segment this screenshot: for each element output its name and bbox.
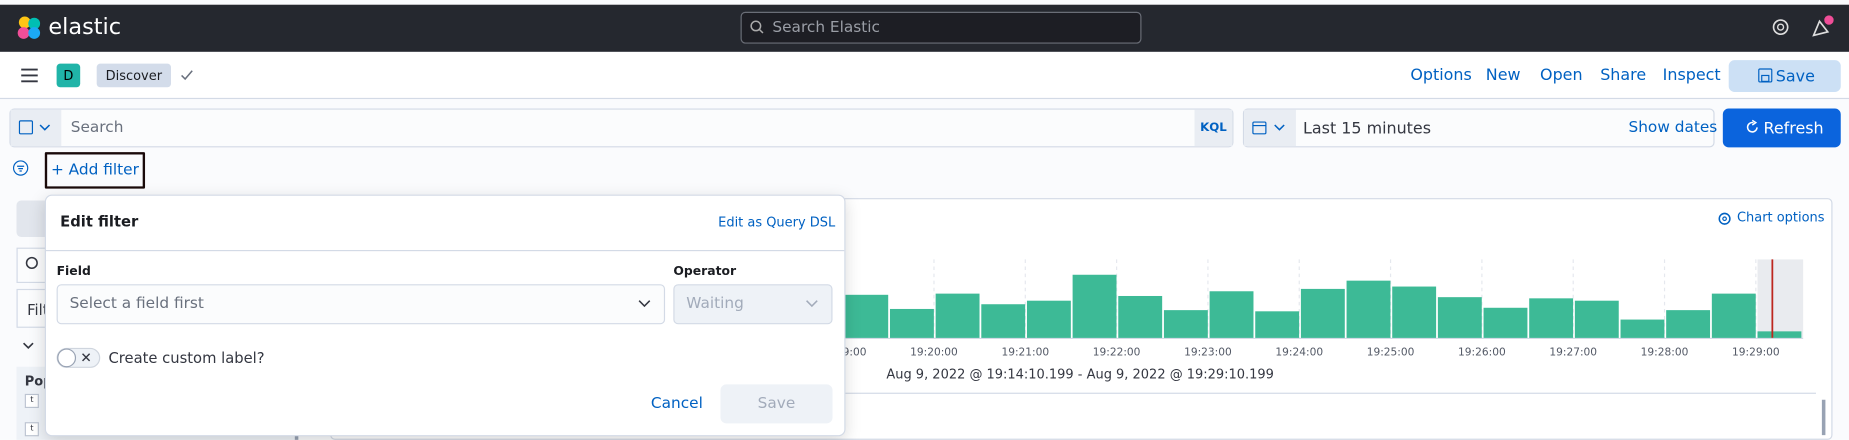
bar: [1757, 331, 1802, 339]
divider: [45, 249, 845, 252]
field-select[interactable]: Select a field first: [56, 284, 666, 325]
menu-icon[interactable]: [21, 68, 38, 83]
bar: [1529, 298, 1574, 339]
check-icon: [181, 70, 193, 81]
space-avatar[interactable]: D: [56, 63, 81, 88]
query-input[interactable]: [9, 108, 1234, 148]
chart-options[interactable]: Chart options: [1736, 209, 1825, 226]
bar: [1574, 300, 1619, 339]
operator-select: Waiting: [673, 284, 833, 325]
search-icon: [25, 256, 38, 270]
cancel-button[interactable]: Cancel: [650, 395, 703, 413]
popover-title: Edit filter: [60, 212, 139, 230]
nav-link[interactable]: New: [1485, 66, 1521, 85]
x-tick-label: 19:29:00: [1732, 346, 1780, 359]
popover-save-button: Save: [720, 384, 833, 424]
x-tick-label: 19:28:00: [1641, 346, 1689, 359]
time-range[interactable]: Last 15 minutes: [1303, 119, 1432, 138]
refresh-icon: [1746, 119, 1758, 133]
query-placeholder: Search: [70, 119, 124, 137]
app-bar: [0, 51, 1849, 100]
bar: [981, 304, 1026, 339]
divider: [341, 392, 1816, 394]
table-scrollbar: [1821, 399, 1826, 436]
bar: [889, 308, 934, 339]
save-icon: [1758, 68, 1773, 83]
bar: [1072, 274, 1117, 339]
x-tick-label: 19:22:00: [1093, 346, 1141, 359]
logo: [17, 16, 41, 39]
custom-label-text: Create custom label?: [108, 349, 265, 367]
x-tick-label: 19:23:00: [1184, 346, 1232, 359]
time-range-label: Aug 9, 2022 @ 19:14:10.199 - Aug 9, 2022…: [886, 366, 1274, 383]
filter-icon[interactable]: [12, 160, 29, 176]
gear-icon: [1718, 212, 1731, 225]
breadcrumb[interactable]: Discover: [96, 63, 171, 88]
bar: [1437, 297, 1482, 339]
bar: [1711, 293, 1756, 339]
nav-link[interactable]: Inspect: [1662, 66, 1721, 85]
global-search[interactable]: [740, 11, 1142, 44]
x-tick-label: 19:24:00: [1275, 346, 1323, 359]
brand: elastic: [48, 14, 122, 41]
calendar-icon: [1252, 121, 1285, 135]
current-bucket-shade: [1757, 259, 1804, 339]
bar: [1118, 295, 1163, 339]
save-button[interactable]: Save: [1728, 60, 1841, 92]
bar: [1026, 300, 1071, 339]
edit-query-dsl[interactable]: Edit as Query DSL: [718, 214, 836, 230]
global-search-placeholder: Search Elastic: [772, 18, 880, 37]
custom-label-toggle[interactable]: [56, 347, 101, 368]
search-icon: [750, 20, 764, 34]
news-icon[interactable]: [1811, 15, 1835, 38]
x-tick-label: 19:25:00: [1367, 346, 1415, 359]
chevron: [638, 300, 651, 308]
bar: [935, 293, 980, 339]
nav-link[interactable]: Open: [1540, 66, 1583, 85]
show-dates[interactable]: Show dates: [1628, 119, 1718, 137]
x-tick-label: 19:27:00: [1549, 346, 1597, 359]
bar: [1255, 311, 1300, 339]
field-type: t: [24, 393, 39, 409]
language-switcher[interactable]: KQL: [1194, 109, 1233, 147]
chevron: [806, 300, 818, 308]
bar: [1483, 307, 1528, 339]
bar: [1209, 291, 1254, 339]
nav-link[interactable]: Share: [1600, 66, 1647, 85]
field-type: t: [24, 422, 39, 437]
add-filter[interactable]: + Add filter: [44, 152, 146, 189]
help-icon[interactable]: [1772, 19, 1789, 36]
date-picker[interactable]: [1242, 108, 1715, 148]
nav-link[interactable]: Options: [1410, 66, 1472, 85]
bar: [1163, 310, 1208, 339]
chevron: [23, 342, 34, 350]
bar: [1300, 288, 1345, 339]
bar: [1666, 310, 1711, 339]
field-label: Field: [56, 264, 91, 279]
operator-label: Operator: [673, 264, 737, 279]
x-tick-label: 19:26:00: [1458, 346, 1506, 359]
bar: [1392, 286, 1437, 339]
bar: [1346, 280, 1391, 339]
bar: [844, 294, 889, 339]
x-tick-label: 19:21:00: [1001, 346, 1049, 359]
x-tick-label: 19:20:00: [910, 346, 958, 359]
refresh-button[interactable]: Refresh: [1722, 108, 1841, 148]
bar: [1620, 319, 1665, 339]
saved-query-icon: [18, 120, 51, 135]
